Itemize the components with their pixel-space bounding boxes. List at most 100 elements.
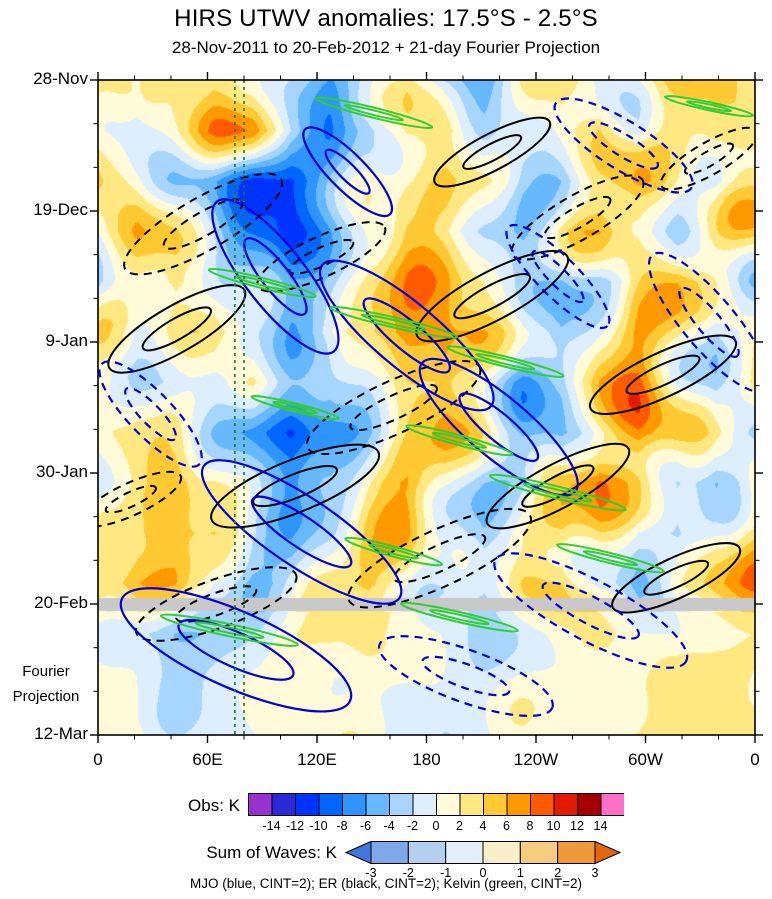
obs-colorbar-tick: 4 [480,819,487,833]
y-axis-tick-label: 9-Jan [45,331,88,350]
kelvin-contour [399,601,519,633]
x-axis-tick-label: 60W [628,750,663,769]
waves-colorbar-arrow [345,841,372,865]
obs-colorbar-swatch [600,793,624,816]
fourier-label-line1: Fourier [22,663,70,680]
hovmoller-plot [98,80,755,735]
er-contour [683,142,735,175]
obs-colorbar-tick: 6 [503,819,510,833]
mjo-contour [124,386,177,442]
obs-colorbar-tick: 14 [594,819,608,833]
waves-colorbar-swatch [370,841,409,864]
waves-colorbar-arrow [594,841,621,865]
waves-colorbar-tick: 0 [480,866,487,880]
obs-colorbar-swatch [271,793,296,816]
obs-colorbar-swatch [436,793,461,816]
kelvin-contour [159,613,299,647]
mjo-contour [493,552,689,669]
obs-colorbar-tick: 10 [547,819,561,833]
waves-colorbar-tick: -1 [440,866,451,880]
obs-colorbar-tick: -8 [336,819,347,833]
obs-colorbar-swatch [365,793,390,816]
obs-colorbar-swatch [506,793,531,816]
mjo-contour [119,587,353,713]
x-axis-tick-label: 120E [297,750,337,769]
x-axis-tick-label: 120W [513,750,559,769]
er-contour [643,559,710,596]
waves-colorbar-swatch [519,841,559,864]
waves-colorbar-tick: 1 [517,866,524,880]
er-contour [347,507,533,609]
mjo-contour [553,97,694,194]
er-contour [349,383,438,432]
obs-colorbar-swatch [295,793,320,816]
er-contour [104,484,157,514]
mjo-contour [678,286,740,358]
y-axis-tick-label: 12-Mar [34,724,88,743]
er-contour [98,470,183,528]
obs-colorbar-tick: -12 [286,819,304,833]
mjo-contour [302,126,394,218]
obs-colorbar-tick: 12 [570,819,584,833]
mjo-contour [362,297,452,374]
obs-colorbar-swatch [318,793,343,816]
er-contour [252,465,339,508]
x-axis-tick-label: 180 [412,750,441,769]
mjo-contour [324,148,371,195]
kelvin-contour [314,96,434,130]
er-contour [107,284,247,374]
mjo-contour [421,655,511,697]
x-axis-tick-label: 0 [93,750,103,769]
obs-colorbar-tick: -4 [383,819,394,833]
er-contour [625,354,701,395]
waves-colorbar-tick: 3 [592,866,599,880]
obs-colorbar-tick: -14 [262,819,280,833]
fourier-projection-label: Fourier Projection [0,660,92,710]
mjo-contour [250,495,353,569]
obs-colorbar-tick: -2 [407,819,418,833]
mjo-contour [377,635,554,717]
obs-colorbar-swatch [483,793,508,816]
waves-colorbar-swatch [557,841,596,864]
obs-colorbar: -14 -12 -10 -8 -6 -4 -2 0 2 4 6 8 10 12 14 [248,793,624,833]
er-contour [433,116,552,188]
obs-colorbar-tick: 0 [433,819,440,833]
obs-colorbar-swatch [577,793,602,816]
waves-colorbar-tick: 2 [554,866,561,880]
waves-colorbar-swatch [407,841,447,864]
fourier-label-line2: Projection [12,687,80,705]
x-axis-tick-label: 60E [192,750,223,769]
er-contour [611,542,742,614]
er-contour [393,533,487,584]
obs-colorbar-tick: 2 [456,819,463,833]
waves-colorbar-swatch [445,841,484,864]
mjo-contour [458,392,540,463]
waves-colorbar-tick: -3 [365,866,376,880]
waves-colorbar-label: Sum of Waves: K [206,843,337,862]
waves-colorbar-tick: -2 [403,866,414,880]
kelvin-contour [663,95,755,118]
kelvin-contour [405,424,514,457]
mjo-contour [200,459,403,605]
obs-colorbar-tick: -6 [360,819,371,833]
obs-colorbar-swatch [342,793,367,816]
er-contour [659,126,755,191]
obs-colorbar-swatch [459,793,484,816]
y-axis-tick-label: 19-Dec [33,200,88,219]
obs-colorbar-label: Obs: K [188,796,240,815]
obs-colorbar-swatch [530,793,555,816]
mjo-contour [211,198,340,355]
mjo-contour [98,360,203,468]
chart-title: HIRS UTWV anomalies: 17.5°S - 2.5°S [174,5,598,32]
er-contour [134,566,298,642]
er-contour [210,443,381,529]
obs-colorbar-swatch [248,793,273,816]
er-contour [141,306,213,352]
x-axis-tick-label: 0 [750,750,760,769]
er-contour [288,238,355,275]
wave-contour-overlay [98,80,755,735]
y-axis-tick-label: 30-Jan [36,462,88,481]
y-axis-tick-label: 20-Feb [34,593,88,612]
waves-colorbar: -3 -2 -1 0 1 2 3 [345,841,621,880]
